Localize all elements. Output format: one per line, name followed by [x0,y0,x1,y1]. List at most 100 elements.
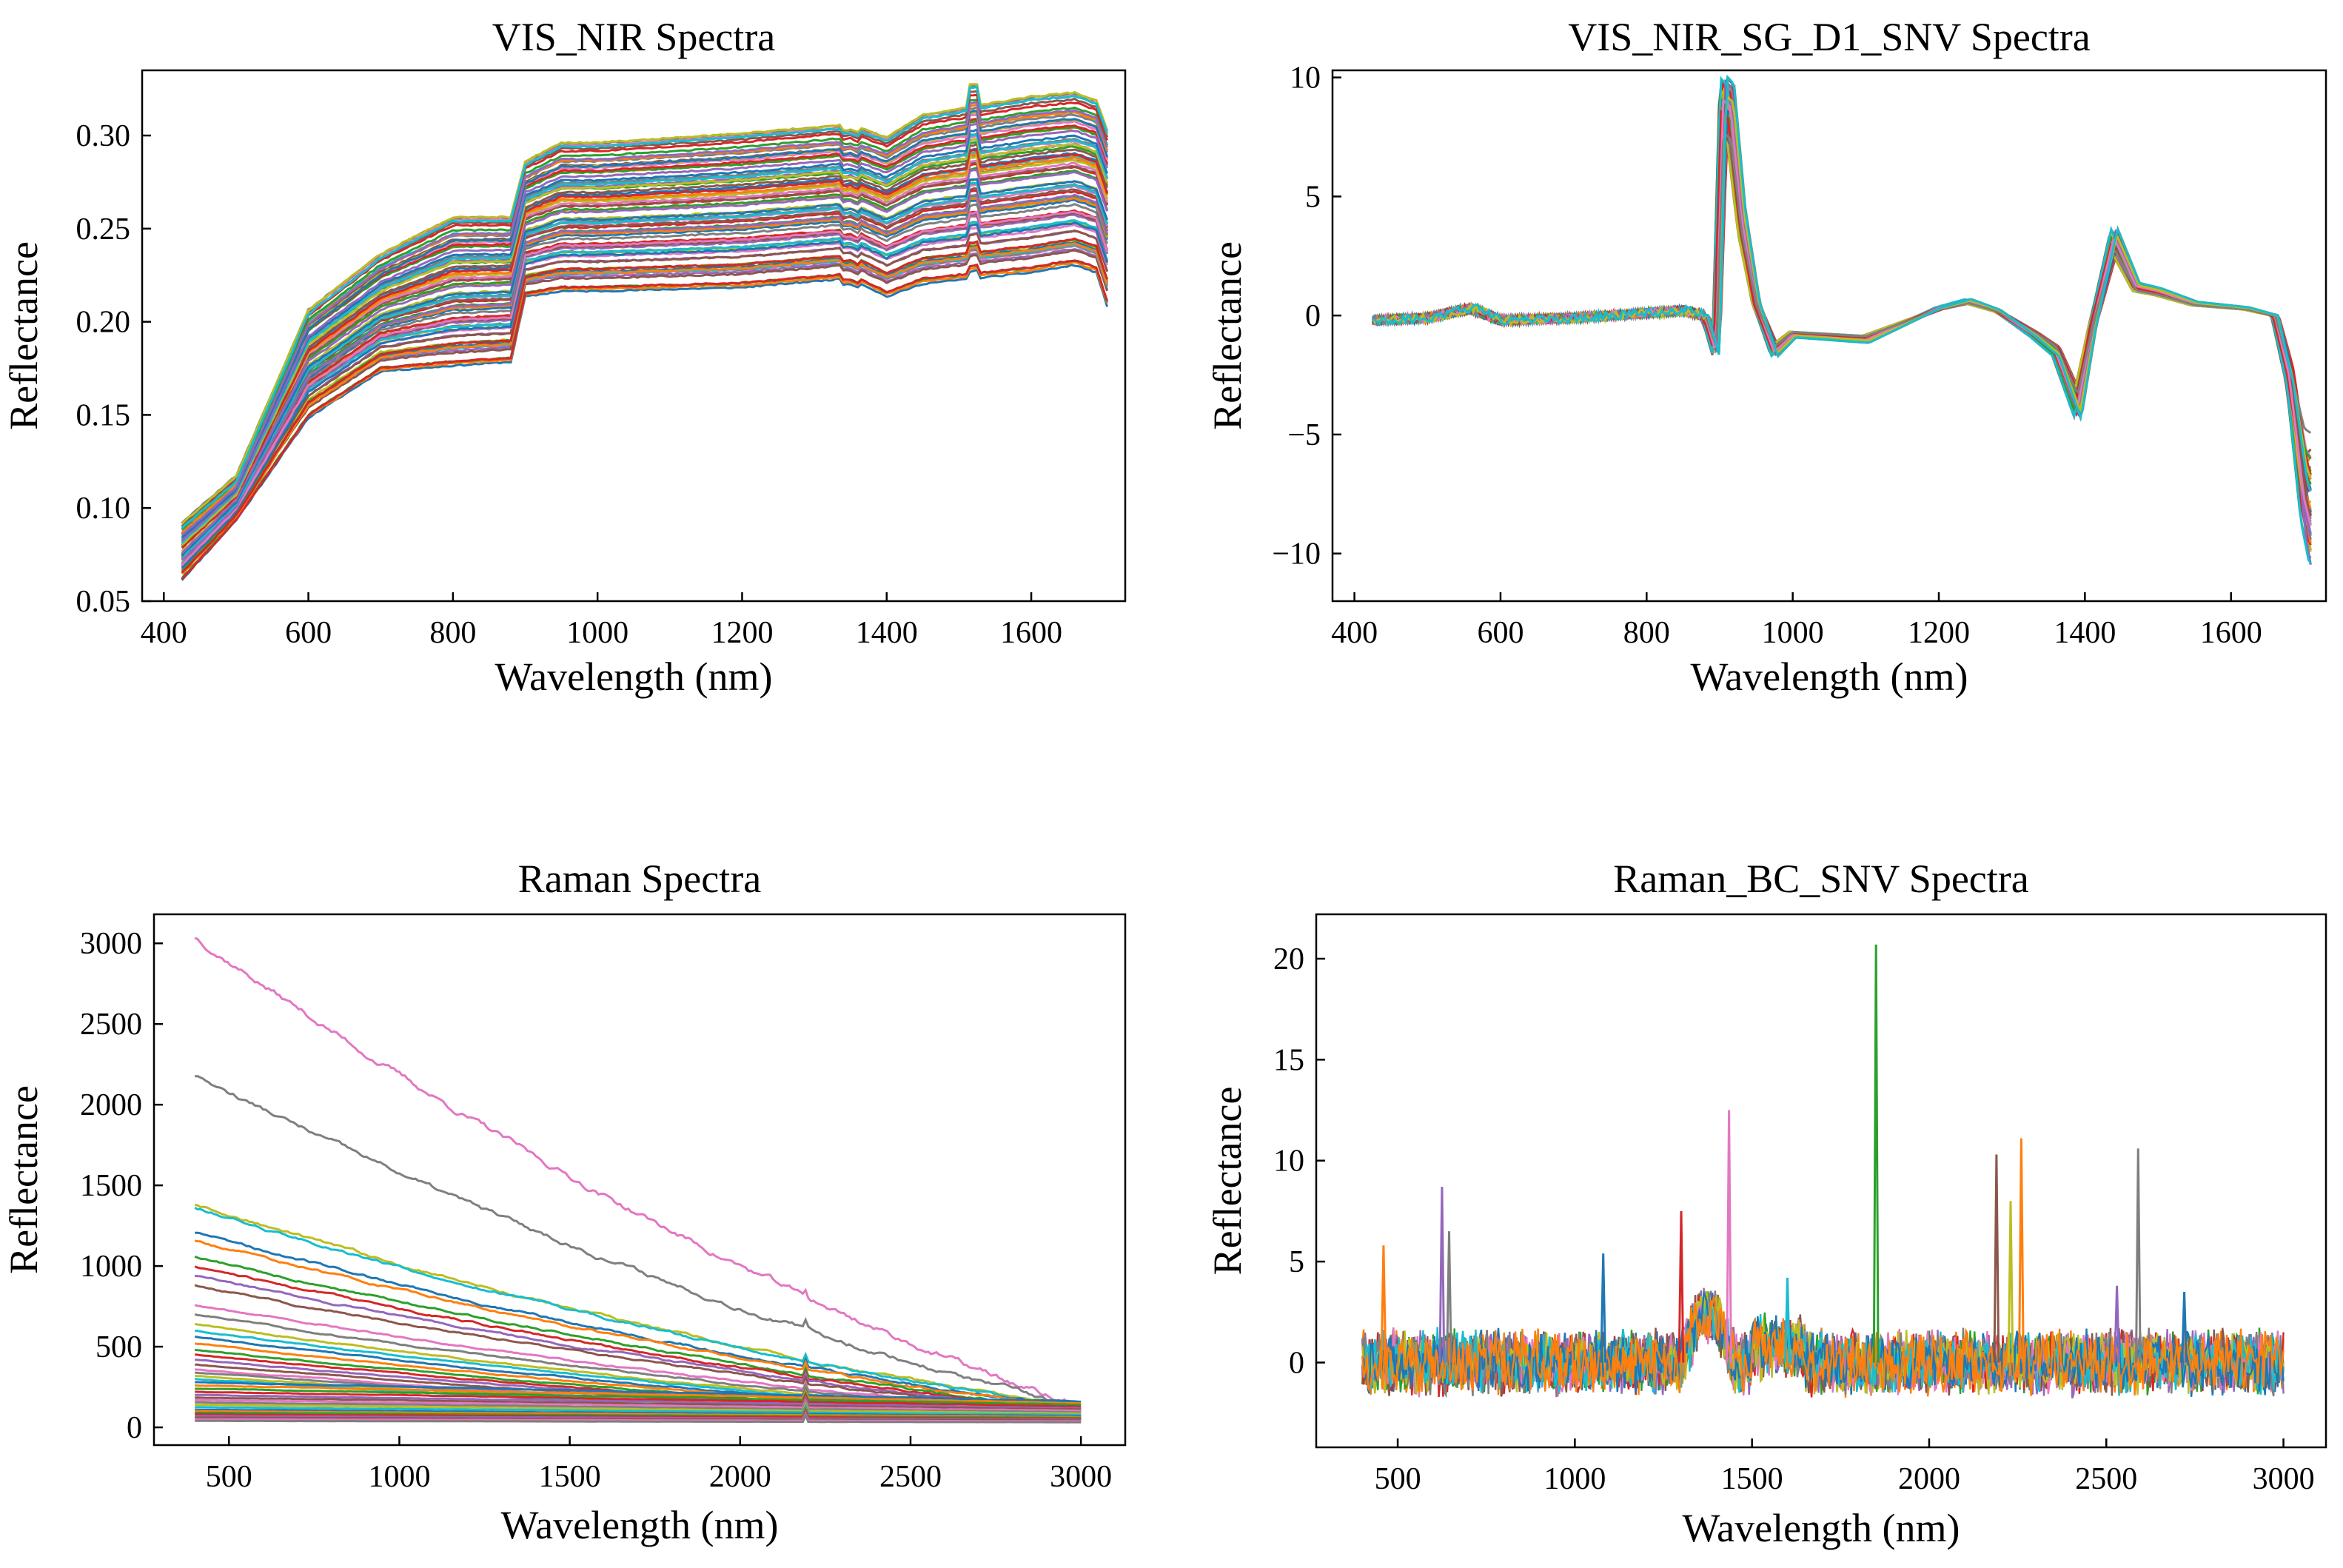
series-line [1371,113,2312,460]
y-tick-label: 0 [1305,299,1321,333]
series-line [195,1381,1082,1403]
spike-peak [1438,1187,1446,1363]
y-tick-label: 0.25 [76,212,131,247]
series-line [1372,107,2312,460]
x-tick-label: 1400 [2054,616,2116,650]
series-line [195,1396,1082,1411]
series-line [181,242,1109,575]
series-line [1361,1294,2285,1396]
spike-peak [1600,1253,1606,1363]
y-axis-label: Reflectance [1,1085,46,1274]
series-line [181,122,1108,542]
y-tick-label: 10 [1273,1145,1304,1179]
series-line [181,98,1109,531]
y-tick-label: 10 [1290,61,1321,96]
spike-peak [2135,1148,2142,1363]
spike-peak [2018,1138,2025,1363]
series-line [195,1390,1082,1408]
x-tick-label: 1200 [711,616,773,650]
series-line [1372,128,2312,476]
series-line [195,1384,1082,1405]
x-tick-label: 1200 [1908,616,1970,650]
y-axis-label: Reflectance [1205,1087,1250,1276]
series-line [1372,74,2312,492]
series-line [181,101,1109,536]
series-line [194,1265,1082,1413]
chart-raman: 500 1000 1500 2000 2500 3000 0 500 1000 1500 2000 2… [1,857,1127,1547]
series-line [181,181,1109,558]
series-line [1372,109,2312,512]
y-tick-label: 0 [127,1411,142,1445]
x-tick-label: 1000 [566,616,629,650]
series-line [1372,81,2312,546]
series-line [1372,100,2312,510]
series-line [195,1398,1082,1413]
series-line [181,219,1109,565]
series-line [1372,88,2311,518]
y-tick-label: 1500 [80,1169,142,1203]
series-line [1372,106,2312,458]
series-line [1372,134,2312,524]
series-line [195,1412,1082,1424]
series-line [194,937,1082,1411]
series-line [1372,133,2312,520]
x-tick-label: 800 [429,616,476,650]
spike-peak [1993,1154,2000,1363]
y-tick-label: 0.05 [76,585,131,619]
series-line [194,1206,1082,1411]
plot-frame [152,913,1127,1447]
series-line [181,261,1109,580]
plot-frame [1331,69,2327,603]
spike-peak [1446,1231,1452,1363]
series-line [1372,80,2312,536]
y-tick-label: 5 [1305,180,1321,214]
series-line [181,142,1109,546]
chart-vis-nir-sg: 400 600 800 1000 1200 1400 1600 10 5 0 −5 −10 VIS_NI… [1205,15,2327,699]
x-tick-label: 1500 [1721,1462,1783,1496]
y-tick-label: 0.30 [76,119,131,153]
y-tick-label: 3000 [80,927,142,961]
series-line [194,1203,1082,1411]
series-line [181,213,1109,566]
series-line [1372,94,2312,478]
chart-title: Raman_BC_SNV Spectra [1613,857,2028,901]
series-line [195,1393,1082,1410]
y-tick-label: −5 [1287,418,1321,452]
series-line [1372,115,2312,491]
series-group [1361,944,2285,1399]
plot-frame [141,69,1127,603]
x-tick-label: 1600 [2200,616,2262,650]
x-axis-label: Wavelength (nm) [1690,654,1968,699]
spike-peak [2007,1201,2014,1363]
series-line [181,110,1109,538]
x-axis-label: Wavelength (nm) [500,1503,778,1547]
series-line [181,203,1109,560]
series-line [195,1387,1082,1407]
chart-title: VIS_NIR Spectra [492,15,775,59]
series-line [1372,120,2312,489]
series-line [181,119,1109,536]
series-line [181,260,1109,580]
series-line [181,85,1109,529]
series-line [181,229,1109,569]
series-line [195,1399,1082,1414]
series-line [195,1274,1082,1414]
series-line [181,93,1109,528]
spike-peak [1784,1277,1791,1363]
series-line [181,133,1109,544]
y-tick-label: 0 [1289,1346,1304,1380]
y-tick-label: 15 [1273,1043,1304,1077]
series-line [195,1401,1082,1415]
x-tick-label: 1500 [539,1460,601,1494]
series-line [1372,109,2311,492]
series-line [1372,120,2312,480]
series-line [181,259,1109,580]
series-line [1372,107,2312,515]
series-line [1372,80,2312,480]
chart-title: VIS_NIR_SG_D1_SNV Spectra [1568,15,2091,59]
series-line [1371,75,2312,540]
y-tick-label: 500 [95,1330,142,1364]
y-tick-label: −10 [1272,537,1321,572]
x-axis-label: Wavelength (nm) [1682,1506,1960,1550]
